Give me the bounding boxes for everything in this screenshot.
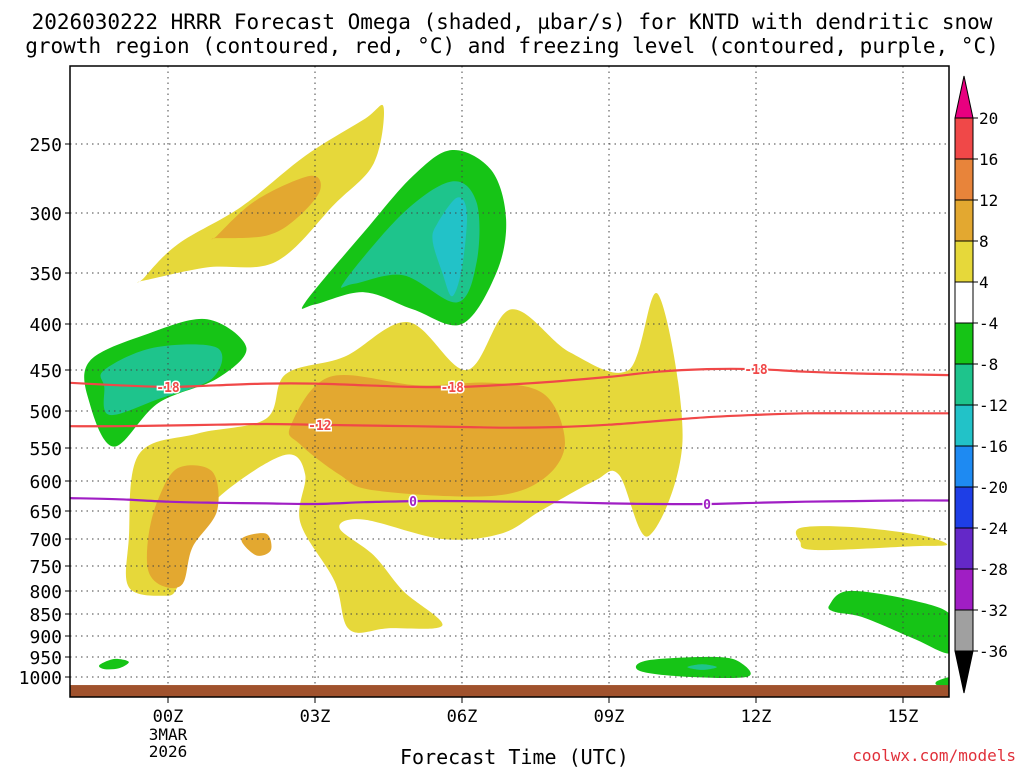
y-tick-label-850: 850 (29, 605, 62, 626)
colorbar-bin-5 (954, 281, 974, 324)
colorbar-bin-9 (954, 445, 974, 488)
omega-region-14 (687, 664, 717, 670)
omega-region-11 (795, 526, 948, 551)
omega-region-15 (98, 658, 129, 670)
omega-region-1 (211, 175, 321, 240)
chart-title-line-1: 2026030222 HRRR Forecast Omega (shaded, … (31, 10, 993, 34)
x-tick-sublabel-0: 3MAR (149, 725, 188, 744)
colorbar-label-13: -36 (979, 642, 1008, 661)
credit-text: coolwx.com/models (852, 746, 1016, 765)
contour-line-0 (70, 367, 949, 389)
y-tick-label-1000: 1000 (19, 668, 62, 689)
contours: -18 -18 -18 -12 0 0 (70, 362, 949, 515)
colorbar-label-3: 8 (979, 232, 989, 251)
y-tick-label-550: 550 (29, 439, 62, 460)
colorbar-label-4: 4 (979, 273, 989, 292)
x-tick-label-06Z: 06Z (447, 707, 478, 727)
x-tick-label-15Z: 15Z (888, 707, 919, 727)
contour-label-0-2: -18 (744, 363, 768, 378)
y-tick-label-450: 450 (29, 361, 62, 382)
colorbar-bin-7 (954, 363, 974, 406)
colorbar-bin-4 (954, 240, 974, 283)
y-tick-label-750: 750 (29, 557, 62, 578)
ground-fill (70, 685, 949, 697)
omega-region-9 (146, 465, 219, 589)
x-tick-label-03Z: 03Z (300, 707, 331, 727)
y-tick-label-800: 800 (29, 582, 62, 603)
colorbar-bin-8 (954, 404, 974, 447)
colorbar-bin-10 (954, 486, 974, 529)
contour-label-2-0: 0 (409, 495, 417, 510)
colorbar: 20 16 12 8 4 -4 -8 -12 -16 -20 -24 -28 -32 -36 (954, 75, 1008, 694)
y-tick-label-650: 650 (29, 502, 62, 523)
omega-region-12 (828, 590, 949, 654)
colorbar-bottom-triangle (954, 650, 974, 694)
omega-region-16 (935, 677, 949, 686)
contour-label-2-1: 0 (703, 498, 711, 513)
contour-label-0-1: -18 (440, 381, 464, 396)
chart-title-line-2: growth region (contoured, red, °C) and f… (25, 34, 999, 58)
colorbar-label-9: -20 (979, 478, 1008, 497)
colorbar-bin-1 (954, 117, 974, 160)
y-tick-label-950: 950 (29, 648, 62, 669)
colorbar-label-6: -8 (979, 355, 998, 374)
x-tick-label-12Z: 12Z (741, 707, 772, 727)
omega-region-4 (432, 197, 468, 297)
y-tick-label-700: 700 (29, 530, 62, 551)
colorbar-label-5: -4 (979, 314, 998, 333)
omega-region-6 (100, 344, 223, 416)
contour-label-0-0: -18 (156, 381, 180, 396)
colorbar-label-12: -32 (979, 601, 1008, 620)
colorbar-label-10: -24 (979, 519, 1008, 538)
contour-line-2 (70, 497, 949, 506)
omega-region-0 (137, 104, 384, 283)
x-axis-title: Forecast Time (UTC) (400, 745, 629, 769)
colorbar-bin-11 (954, 527, 974, 570)
plot-frame (69, 65, 950, 698)
contour-label-1-0: -12 (308, 419, 331, 434)
colorbar-bin-13 (954, 609, 974, 652)
x-tick-label-00Z: 00Z (153, 707, 184, 727)
y-tick-label-900: 900 (29, 627, 62, 648)
colorbar-label-8: -16 (979, 437, 1008, 456)
colorbar-label-0: 20 (979, 109, 998, 128)
colorbar-bin-2 (954, 158, 974, 201)
colorbar-bin-6 (954, 322, 974, 365)
y-axis: 2503003504004505005506006507007508008509… (19, 135, 70, 689)
y-tick-label-600: 600 (29, 472, 62, 493)
colorbar-bin-12 (954, 568, 974, 611)
colorbar-label-11: -28 (979, 560, 1008, 579)
contour-line-1 (70, 412, 949, 429)
colorbar-bin-3 (954, 199, 974, 242)
colorbar-label-2: 12 (979, 191, 998, 210)
y-tick-label-350: 350 (29, 264, 62, 285)
y-tick-label-400: 400 (29, 315, 62, 336)
x-tick-label-09Z: 09Z (594, 707, 625, 727)
y-tick-label-250: 250 (29, 135, 62, 156)
grid (70, 66, 949, 697)
x-tick-sublabel-1: 2026 (149, 742, 188, 761)
omega-region-8 (288, 375, 565, 497)
colorbar-label-7: -12 (979, 396, 1008, 415)
ground (70, 685, 949, 697)
omega-region-10 (241, 533, 272, 556)
y-tick-label-300: 300 (29, 204, 62, 225)
colorbar-label-1: 16 (979, 150, 998, 169)
y-tick-label-500: 500 (29, 402, 62, 423)
colorbar-top-triangle (954, 75, 974, 119)
omega-regions (84, 104, 949, 686)
